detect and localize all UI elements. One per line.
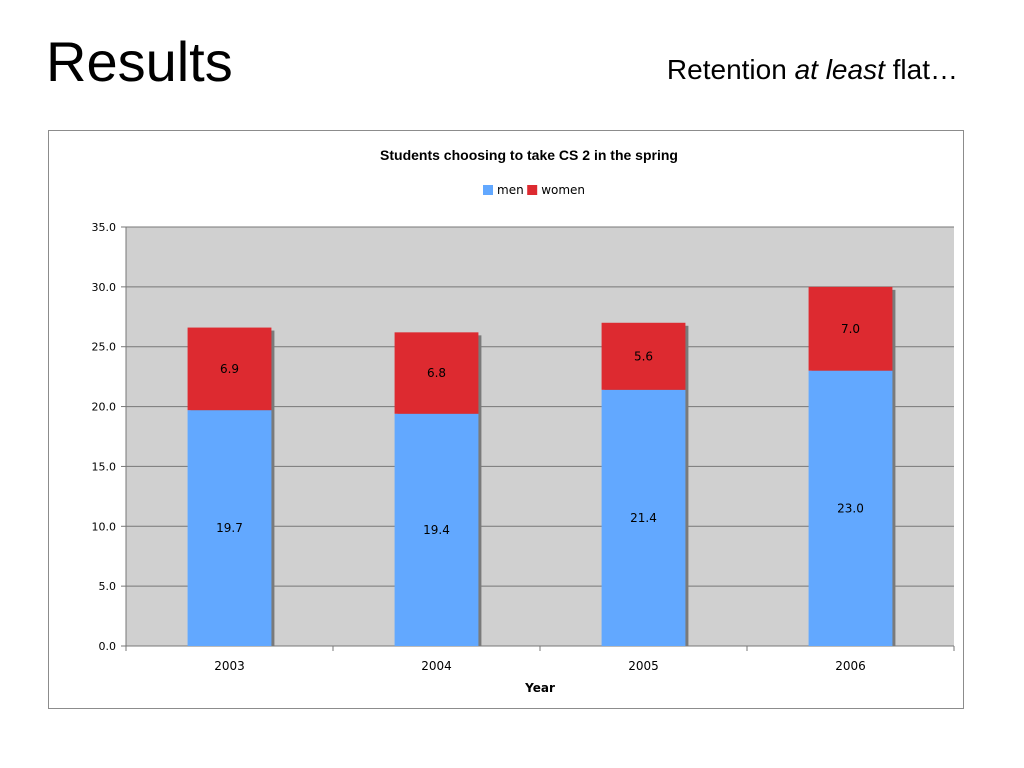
chart-title: Students choosing to take CS 2 in the sp… — [380, 147, 678, 163]
bar-men-2004 — [394, 413, 479, 646]
data-label: 6.8 — [427, 366, 446, 380]
y-tick-label: 20.0 — [92, 401, 117, 414]
data-label: 19.7 — [216, 521, 243, 535]
y-tick-label: 15.0 — [92, 460, 117, 473]
x-tick-label: 2003 — [214, 659, 245, 673]
x-axis-title: Year — [524, 681, 555, 695]
bar-men-2005 — [601, 389, 686, 646]
x-tick-label: 2006 — [835, 659, 866, 673]
y-tick-label: 30.0 — [92, 281, 117, 294]
x-tick-label: 2005 — [628, 659, 659, 673]
bar-men-2003 — [187, 410, 272, 646]
subtitle-emphasis: at least — [794, 54, 885, 85]
x-tick-label: 2004 — [421, 659, 452, 673]
y-tick-label: 5.0 — [99, 580, 117, 593]
data-label: 19.4 — [423, 523, 450, 537]
legend-swatch-women — [527, 185, 538, 195]
data-label: 6.9 — [220, 362, 239, 376]
subtitle-text: Retention — [666, 54, 787, 85]
bar-women-2006 — [808, 286, 893, 371]
slide-subtitle: Retention at least flat… — [667, 56, 958, 84]
bar-women-2003 — [187, 327, 272, 411]
bar-women-2005 — [601, 322, 686, 390]
data-label: 7.0 — [841, 322, 860, 336]
data-label: 21.4 — [630, 511, 657, 525]
legend-swatch-men — [483, 185, 493, 195]
y-tick-label: 10.0 — [92, 520, 117, 533]
y-tick-label: 35.0 — [92, 221, 117, 234]
chart-legend: men women — [483, 183, 585, 197]
legend-label-men: men — [497, 183, 524, 197]
stacked-bar-chart: Students choosing to take CS 2 in the sp… — [92, 147, 955, 695]
y-tick-label: 25.0 — [92, 341, 117, 354]
data-label: 5.6 — [634, 349, 653, 363]
bar-women-2004 — [394, 332, 479, 414]
legend-label-women: women — [541, 183, 585, 197]
y-tick-label: 0.0 — [99, 640, 117, 653]
plot-area: 0.0 5.0 10.0 15.0 20.0 25.0 30.0 35.0 19.7 6.9 200… — [92, 221, 955, 673]
subtitle-text-end: flat… — [892, 54, 958, 85]
slide-title: Results — [46, 30, 233, 93]
chart-frame: Students choosing to take CS 2 in the sp… — [48, 130, 964, 709]
bar-men-2006 — [808, 370, 893, 646]
data-label: 23.0 — [837, 501, 864, 515]
